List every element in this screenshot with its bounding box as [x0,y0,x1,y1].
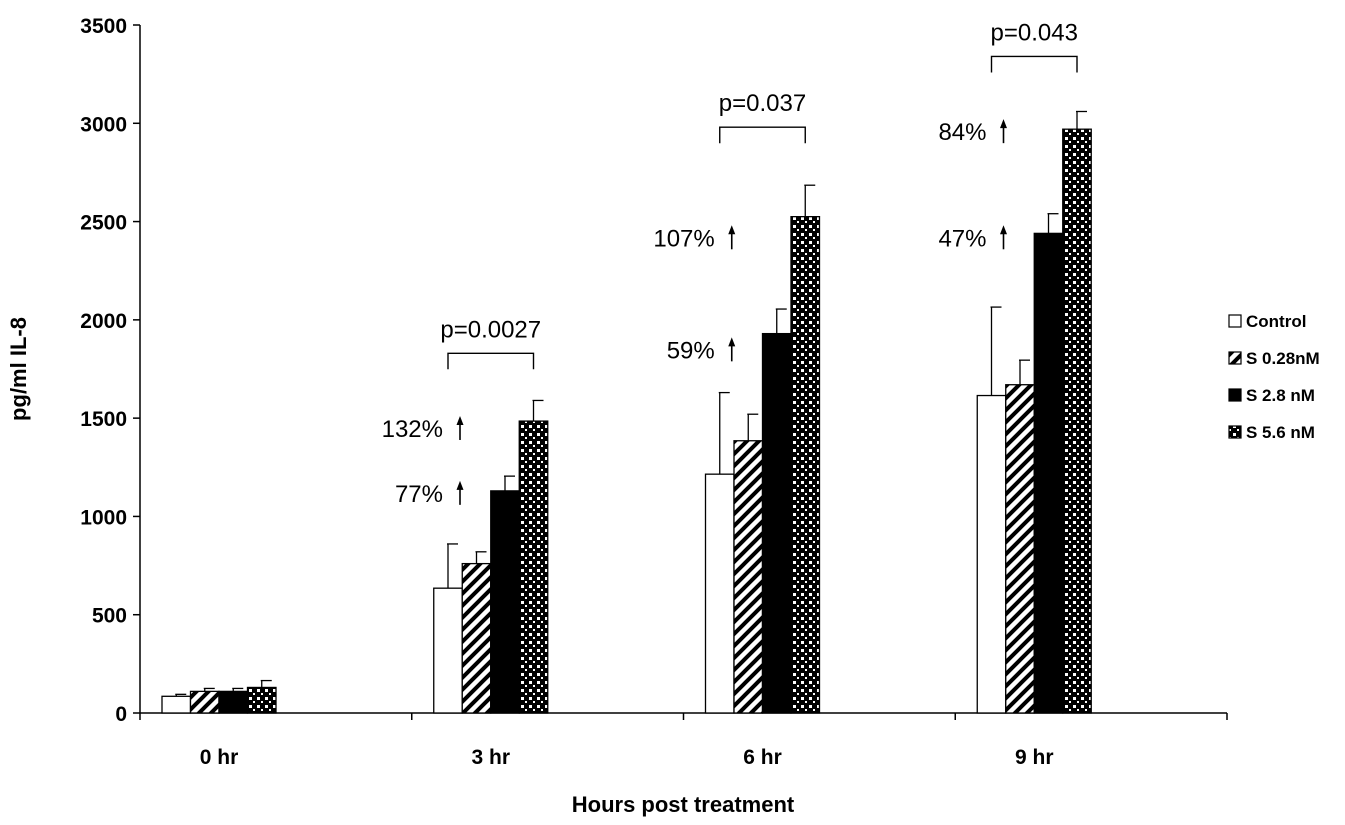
bars [161,110,1092,714]
bar [790,216,821,714]
up-arrow-head-icon [728,225,736,235]
bar [976,394,1007,714]
y-axis-title: pg/ml IL-8 [6,317,31,421]
bar [218,690,249,714]
y-tick-label: 2500 [80,212,127,235]
up-arrow-head-icon [728,337,736,347]
x-ticks: 0 hr 3 hr 6 hr 9 hr [139,713,1228,769]
x-category-label: 6 hr [743,746,782,769]
p-value-label: p=0.0027 [440,316,541,343]
y-tick-label: 3500 [80,15,127,38]
legend-label: S 5.6 nM [1246,423,1315,442]
y-tick-label: 3000 [80,113,127,136]
legend-swatch [1228,388,1242,402]
percent-label: 77% [395,481,443,508]
y-ticks: 0 500 1000 1500 2000 2500 3000 3500 [80,15,140,726]
x-category-label: 3 hr [471,746,510,769]
x-axis-title: Hours post treatment [572,792,795,817]
y-tick-label: 1000 [80,506,127,529]
significance-bracket [719,126,806,144]
up-arrow-head-icon [456,415,464,425]
legend-label: Control [1246,312,1306,331]
bar [246,686,277,714]
y-tick-label: 2000 [80,310,127,333]
x-category-label: 0 hr [200,746,239,769]
p-value-label: p=0.037 [719,90,806,117]
bar [461,562,492,714]
percent-label: 107% [653,225,714,252]
bar [433,587,463,714]
significance-bracket [990,55,1078,73]
legend-swatch [1228,351,1242,365]
up-arrow-head-icon [1000,225,1007,235]
bar [704,473,735,714]
bar [161,695,192,714]
p-value-label: p=0.043 [991,19,1078,46]
bar [1033,232,1064,714]
up-arrow-head-icon [1000,119,1007,129]
percent-label: 132% [382,416,443,443]
annotations: 77% 132% 59% 107% 47% 84% p=0.0027 p=0.037 p=0.0… [382,19,1078,507]
legend-swatch [1228,314,1242,328]
significance-bracket [447,352,535,370]
bar [189,690,220,714]
bar [1005,384,1035,714]
legend-label: S 2.8 nM [1246,386,1315,405]
bar [1062,128,1092,714]
bar [733,440,764,714]
percent-label: 59% [667,337,715,364]
bar [490,490,520,714]
x-category-label: 9 hr [1015,746,1054,769]
bar [518,420,549,714]
legend-swatch [1228,425,1242,439]
y-tick-label: 0 [115,703,127,726]
percent-label: 47% [938,225,986,252]
y-tick-label: 500 [92,605,127,628]
bar [761,332,792,714]
y-tick-label: 1500 [80,408,127,431]
percent-label: 84% [938,119,986,146]
up-arrow-head-icon [456,480,464,490]
legend: Control S 0.28nM S 2.8 nM S 5.6 nM [1228,312,1320,442]
legend-label: S 0.28nM [1246,349,1320,368]
